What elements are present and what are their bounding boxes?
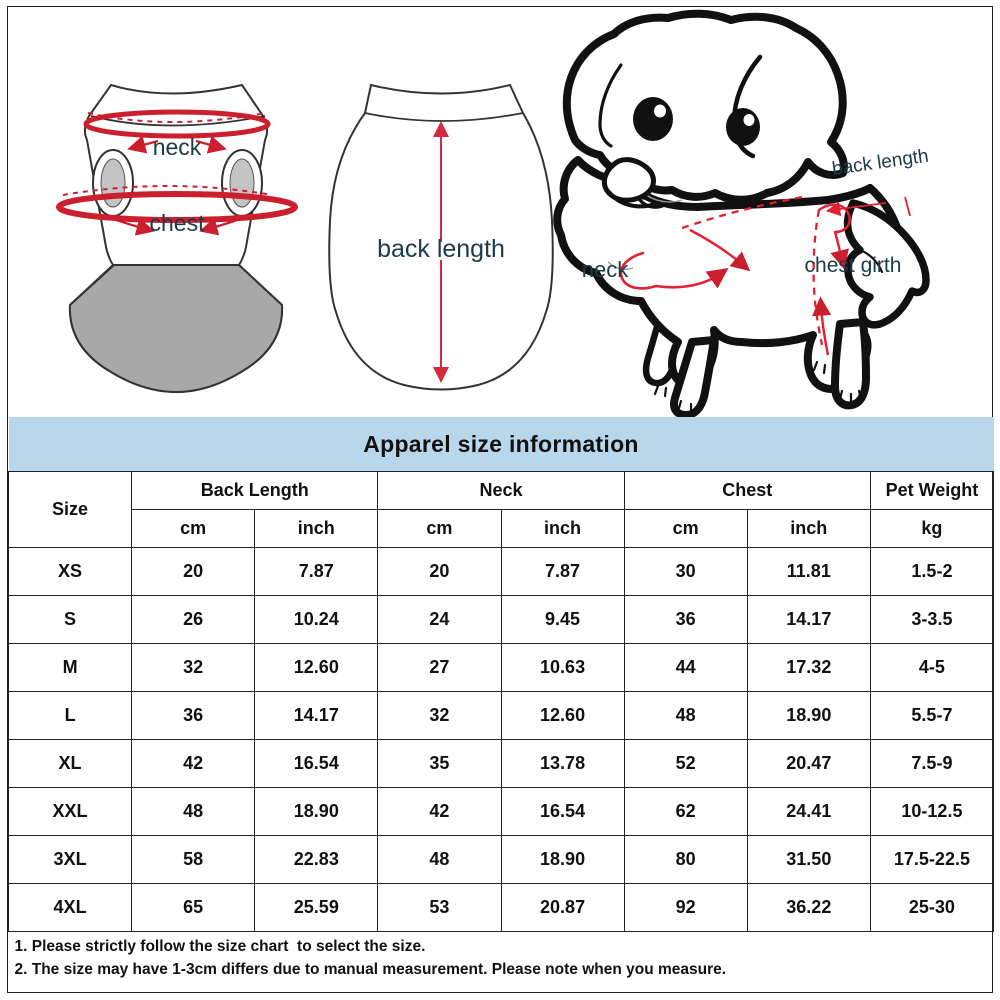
svg-text:back length: back length [831,146,930,180]
svg-text:chest: chest [150,210,206,236]
svg-text:neck: neck [153,134,202,160]
svg-text:back length: back length [377,235,505,263]
svg-text:neck: neck [582,257,629,282]
svg-text:chest girth: chest girth [805,254,902,277]
